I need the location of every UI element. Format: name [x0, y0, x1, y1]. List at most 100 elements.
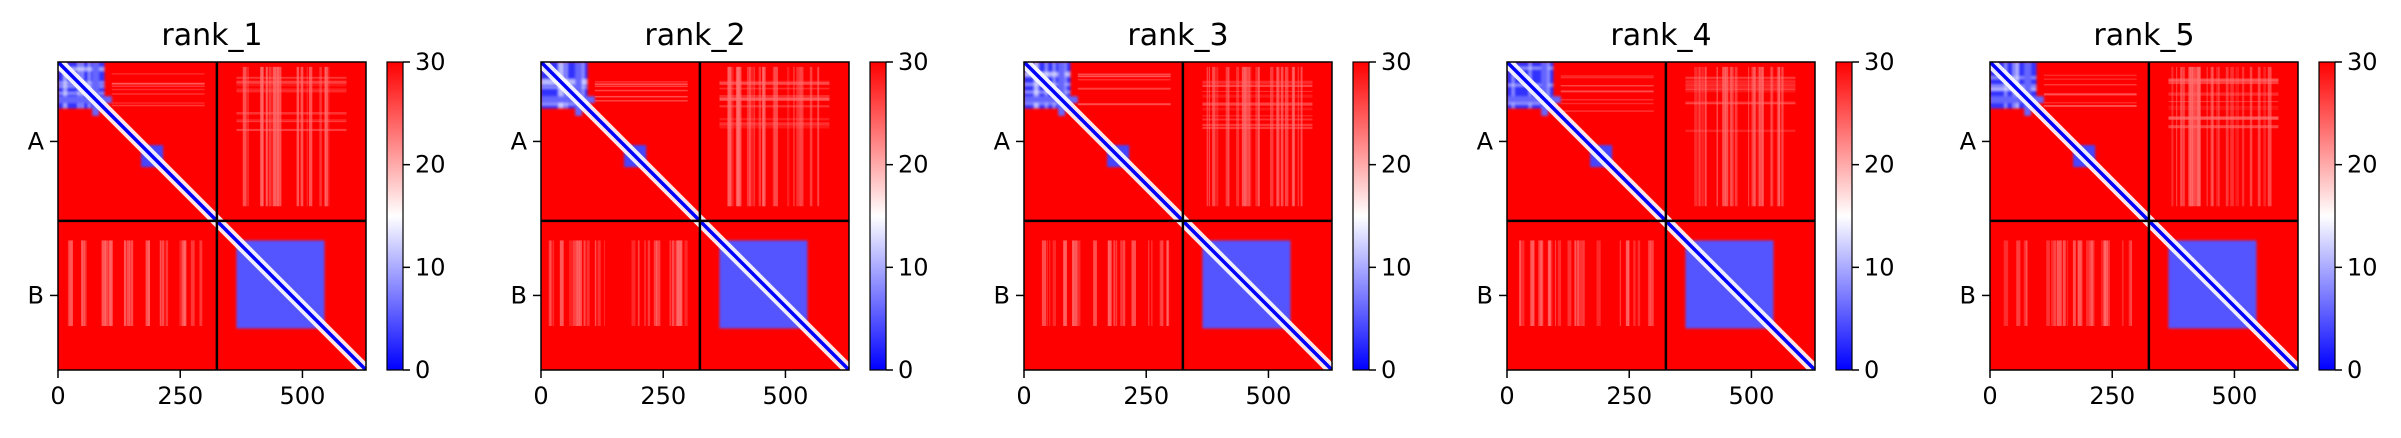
- texture-stripe: [81, 240, 86, 326]
- texture-stripe: [2168, 105, 2279, 108]
- block-speckle: [1024, 73, 1071, 76]
- texture-stripe: [1701, 66, 1703, 207]
- texture-stripe: [183, 240, 187, 326]
- x-tick-label: 250: [640, 382, 686, 410]
- texture-stripe: [111, 82, 205, 85]
- texture-stripe: [1202, 94, 1313, 98]
- diagonal-line: [541, 62, 849, 370]
- x-tick-label: 250: [2089, 382, 2135, 410]
- texture-stripe: [772, 66, 775, 207]
- texture-stripe: [274, 66, 278, 207]
- heatmap-frame: [540, 61, 850, 371]
- texture-stripe: [260, 66, 264, 207]
- texture-stripe: [594, 85, 688, 88]
- texture-stripe: [162, 240, 165, 326]
- diagonal-arm: [1990, 96, 2044, 104]
- texture-stripe: [1781, 66, 1785, 207]
- texture-stripe: [1276, 66, 1278, 207]
- offdiag-texture: [67, 66, 347, 326]
- offdiag-texture: [548, 66, 830, 326]
- texture-stripe: [604, 240, 606, 326]
- colorbar-tick-label: 0: [1864, 356, 1879, 384]
- colorbar-tick-label: 10: [1864, 253, 1895, 281]
- texture-stripe: [762, 66, 764, 207]
- texture-stripe: [1167, 240, 1170, 326]
- texture-stripe: [242, 66, 247, 207]
- texture-stripe: [675, 240, 680, 326]
- texture-stripe: [2003, 240, 2009, 326]
- texture-stripe: [2176, 66, 2178, 207]
- texture-stripe: [1752, 66, 1755, 207]
- texture-stripe: [2257, 66, 2261, 207]
- texture-stripe: [1560, 98, 1654, 101]
- texture-stripe: [199, 240, 203, 326]
- texture-stripe: [1757, 66, 1760, 207]
- offdiag-texture: [1041, 66, 1313, 326]
- x-tick-label: 0: [1499, 382, 1514, 410]
- texture-stripe: [2168, 116, 2279, 120]
- texture-stripe: [236, 120, 347, 123]
- texture-stripe: [746, 66, 751, 207]
- texture-stripe: [2196, 66, 2201, 207]
- texture-stripe: [1131, 240, 1134, 326]
- texture-stripe: [594, 95, 688, 98]
- texture-stripe: [1560, 85, 1654, 87]
- y-tick-label: B: [511, 281, 527, 309]
- x-tick-label: 500: [2212, 382, 2258, 410]
- diagonal-line: [1507, 62, 1815, 370]
- texture-stripe: [325, 66, 330, 207]
- x-tick-label: 250: [157, 382, 203, 410]
- block-speckle: [541, 103, 588, 106]
- texture-stripe: [70, 240, 73, 326]
- texture-stripe: [2267, 66, 2272, 207]
- texture-stripe: [277, 66, 280, 207]
- texture-stripe: [1161, 240, 1164, 326]
- texture-stripe: [123, 240, 127, 326]
- texture-stripe: [269, 66, 272, 207]
- y-tick-label: A: [1960, 127, 1977, 155]
- texture-stripe: [647, 240, 651, 326]
- texture-stripe: [1729, 66, 1733, 207]
- texture-stripe: [2168, 108, 2279, 110]
- panels-group: rank_1 0 250 500 A B 0 10 20 30 rank_2 0 250 500 A B 0 10…: [28, 18, 2378, 410]
- texture-stripe: [1547, 240, 1551, 326]
- texture-stripe: [594, 99, 688, 102]
- heatmap-frame: [1506, 61, 1816, 371]
- texture-stripe: [637, 240, 640, 326]
- texture-stripe: [1560, 110, 1654, 112]
- texture-stripe: [1758, 66, 1761, 207]
- texture-stripe: [1574, 240, 1577, 326]
- texture-stripe: [1761, 66, 1765, 207]
- diagonal-arm: [541, 96, 595, 104]
- texture-stripe: [1694, 66, 1698, 207]
- texture-stripe: [2091, 240, 2093, 326]
- texture-stripe: [1046, 240, 1048, 326]
- colorbar-tick-label: 10: [898, 253, 929, 281]
- texture-stripe: [1758, 66, 1762, 207]
- texture-stripe: [1202, 123, 1313, 127]
- colorbar: 0 10 20 30: [869, 48, 929, 384]
- block-speckle: [1512, 62, 1515, 109]
- texture-stripe: [2241, 66, 2245, 207]
- panel-title: rank_4: [1610, 18, 1711, 53]
- texture-stripe: [236, 89, 347, 93]
- block-speckle: [1024, 74, 1071, 77]
- texture-stripe: [1722, 66, 1726, 207]
- texture-stripe: [1202, 84, 1313, 88]
- texture-stripe: [265, 66, 268, 207]
- texture-stripe: [190, 240, 195, 326]
- texture-stripe: [1202, 90, 1313, 92]
- texture-stripe: [2072, 240, 2076, 326]
- texture-stripe: [719, 105, 830, 108]
- texture-stripe: [319, 66, 322, 207]
- texture-stripe: [111, 93, 205, 95]
- y-tick-label: A: [1477, 127, 1494, 155]
- x-tick-label: 500: [763, 382, 809, 410]
- texture-stripe: [2182, 66, 2186, 207]
- texture-stripe: [104, 240, 109, 326]
- texture-stripe: [1077, 74, 1171, 77]
- texture-stripe: [1596, 240, 1601, 326]
- texture-stripe: [1731, 66, 1734, 207]
- texture-stripe: [1052, 240, 1056, 326]
